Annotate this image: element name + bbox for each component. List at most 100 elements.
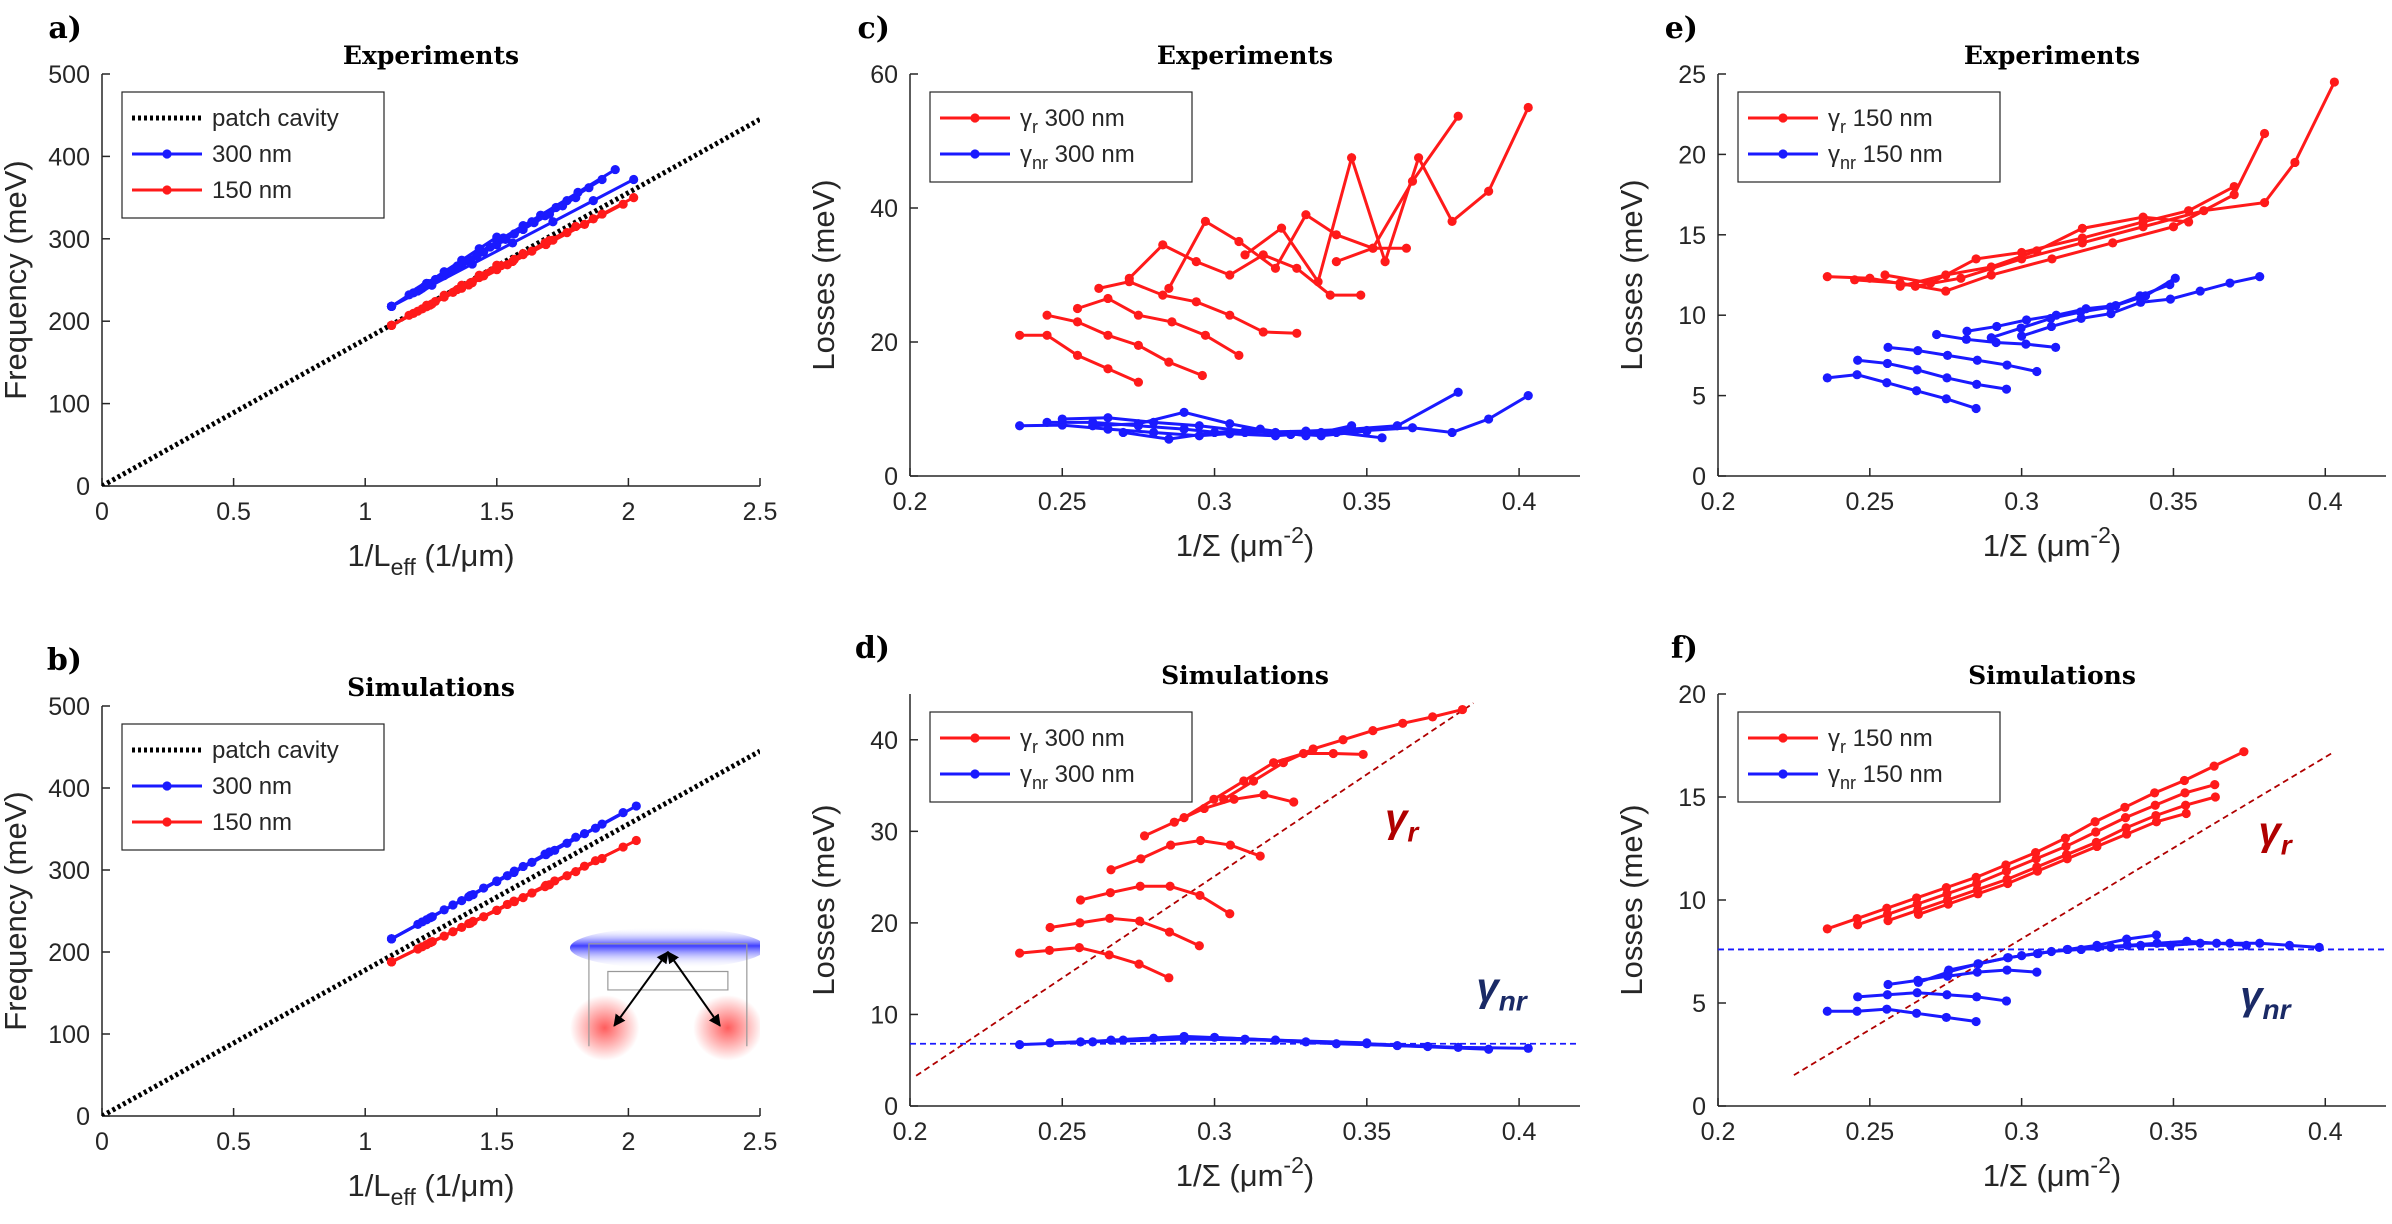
data-point xyxy=(1103,364,1113,374)
series-line xyxy=(1917,812,2187,916)
y-tick-label: 60 xyxy=(870,61,898,89)
data-point xyxy=(597,819,607,829)
data-point xyxy=(1015,421,1025,431)
plot-area xyxy=(102,748,760,1116)
legend-swatch-marker xyxy=(970,733,980,743)
data-point xyxy=(2106,942,2116,952)
data-point xyxy=(1962,326,1972,336)
data-point xyxy=(386,301,397,311)
data-point xyxy=(1088,421,1098,431)
y-axis-label: Losses (meV) xyxy=(806,179,841,370)
data-point xyxy=(439,905,449,915)
data-point xyxy=(2181,808,2191,819)
data-point xyxy=(465,918,476,928)
data-point xyxy=(474,244,484,254)
annotation-r: γr xyxy=(1385,796,1420,847)
data-point xyxy=(2032,366,2042,377)
x-tick-label: 0.25 xyxy=(1038,1118,1087,1146)
x-tick-label: 0.35 xyxy=(2149,1118,2198,1146)
legend-entry: 300 nm xyxy=(212,773,292,800)
data-point xyxy=(1973,959,1984,969)
data-point xyxy=(1075,918,1085,928)
data-point xyxy=(2032,246,2042,256)
data-point xyxy=(1971,254,1981,264)
x-axis-label: 1/Σ (μm-2) xyxy=(1983,1152,2121,1193)
data-point xyxy=(2090,817,2100,827)
data-point xyxy=(1075,1037,1086,1047)
annotation-r: γr xyxy=(2258,809,2293,860)
y-tick-label: 10 xyxy=(870,1001,898,1029)
panel-b: 0 0.5 1 1.5 2 2.5 0 100 200 300 400 500 b) Simulation… xyxy=(0,643,777,1210)
data-point xyxy=(1447,427,1457,438)
data-point xyxy=(2108,238,2118,248)
data-point xyxy=(1972,379,1982,389)
legend-entry-tail: 300 nm xyxy=(1048,761,1135,788)
x-axis-label-sup: -2 xyxy=(2090,1152,2110,1178)
data-point xyxy=(1292,263,1302,273)
legend-swatch-marker xyxy=(162,149,172,159)
data-point xyxy=(2138,212,2148,222)
data-point xyxy=(1292,328,1302,338)
series-line xyxy=(1887,968,2037,986)
legend-entry-label: γ xyxy=(1828,725,1840,752)
legend-swatch-marker xyxy=(970,113,980,123)
data-point xyxy=(1042,310,1052,320)
data-point xyxy=(2239,747,2249,757)
data-point xyxy=(518,249,528,259)
legend-swatch-marker xyxy=(1778,149,1788,159)
data-point xyxy=(1368,726,1378,736)
series-blue xyxy=(1822,930,2324,1027)
data-point xyxy=(1822,272,1832,282)
data-point xyxy=(1308,744,1318,754)
data-point xyxy=(1942,373,1952,383)
data-point xyxy=(1164,357,1174,367)
data-point xyxy=(558,201,568,211)
data-point xyxy=(1164,434,1174,444)
data-point xyxy=(1103,330,1113,340)
y-tick-label: 200 xyxy=(48,939,90,967)
x-tick-label: 0 xyxy=(95,1128,109,1156)
data-point xyxy=(1301,431,1311,441)
data-point xyxy=(1135,916,1145,926)
data-point xyxy=(1852,1006,1862,1016)
plot-area xyxy=(102,117,760,486)
data-point xyxy=(1956,273,1966,283)
legend-entry-label: patch cavity xyxy=(212,737,339,764)
data-point xyxy=(1338,735,1348,745)
data-point xyxy=(2195,938,2205,948)
x-axis-label: 1/Leff (1/μm) xyxy=(347,538,514,580)
data-point xyxy=(1986,333,1996,343)
data-point xyxy=(1932,329,1942,340)
data-point xyxy=(518,893,528,903)
chart-title: Simulations xyxy=(347,673,515,702)
y-tick-label: 40 xyxy=(870,195,898,223)
data-point xyxy=(2077,233,2087,243)
data-point xyxy=(1822,373,1832,383)
data-point xyxy=(1457,704,1468,715)
data-point xyxy=(1398,718,1408,728)
legend-entry: 300 nm xyxy=(212,141,292,168)
data-point xyxy=(1912,365,1922,375)
data-point xyxy=(1944,965,1954,975)
data-point xyxy=(1225,270,1235,280)
data-point xyxy=(1179,407,1189,417)
data-point xyxy=(1913,345,1923,356)
data-point xyxy=(1850,275,1860,285)
data-point xyxy=(1986,262,1996,272)
y-tick-label: 25 xyxy=(1678,61,1706,89)
x-tick-label: 2 xyxy=(621,498,635,526)
x-axis-label: 1/Leff (1/μm) xyxy=(347,1168,514,1210)
data-point xyxy=(1042,330,1052,340)
legend-entry-tail: 300 nm xyxy=(1038,725,1125,752)
data-point xyxy=(1042,417,1052,427)
series-line xyxy=(1062,416,1383,440)
data-point xyxy=(2210,780,2220,790)
annotation-nr: γnr xyxy=(1476,966,1528,1017)
data-point xyxy=(1015,1040,1025,1050)
data-point xyxy=(544,235,555,246)
chart-title: Experiments xyxy=(343,41,519,70)
legend-entry: 150 nm xyxy=(212,809,292,836)
data-point xyxy=(2001,996,2012,1006)
